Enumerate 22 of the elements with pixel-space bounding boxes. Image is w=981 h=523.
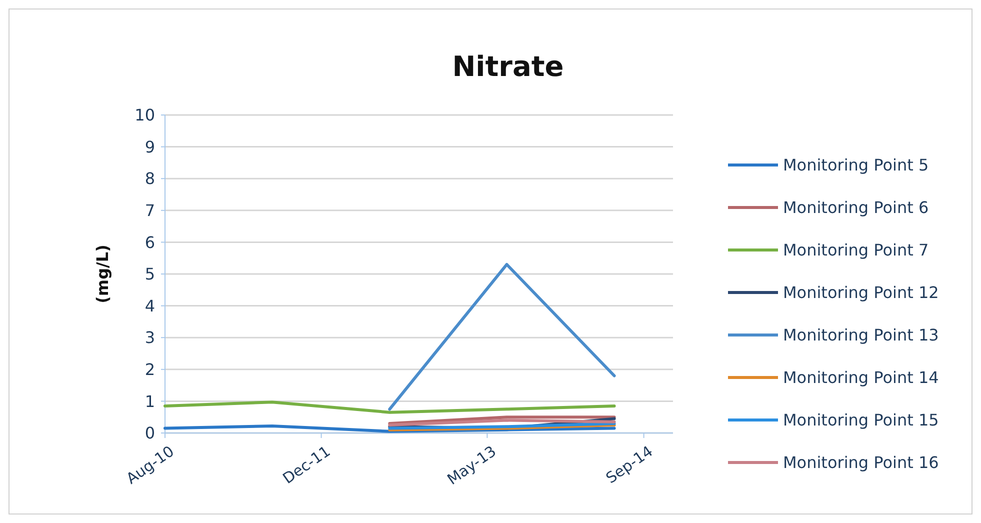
y-tick-label: 3 (144, 328, 155, 348)
y-tick-label: 0 (144, 424, 155, 443)
legend-label: Monitoring Point 15 (783, 410, 939, 430)
line-series (164, 400, 616, 414)
y-axis-title: (mg/L) (93, 244, 112, 304)
y-tick-label: 6 (144, 232, 155, 252)
legend-label: Monitoring Point 13 (783, 326, 939, 345)
legend-label: Monitoring Point 14 (783, 368, 939, 388)
chart-title: Nitrate (452, 50, 564, 83)
y-tick-label: 2 (144, 360, 155, 379)
legend-label: Monitoring Point 7 (783, 240, 929, 260)
legend-label: Monitoring Point 6 (783, 198, 929, 218)
y-tick-label: 5 (144, 264, 155, 284)
y-tick-label: 4 (144, 296, 155, 316)
legend-label: Monitoring Point 12 (783, 283, 939, 302)
y-tick-label: 7 (144, 201, 155, 220)
y-tick-label: 9 (144, 137, 155, 156)
y-tick-label: 1 (144, 392, 155, 411)
y-tick-label: 8 (144, 169, 155, 188)
legend-label: Monitoring Point 5 (783, 156, 929, 175)
y-tick-label: 10 (134, 106, 155, 125)
legend-label: Monitoring Point 16 (783, 453, 939, 472)
